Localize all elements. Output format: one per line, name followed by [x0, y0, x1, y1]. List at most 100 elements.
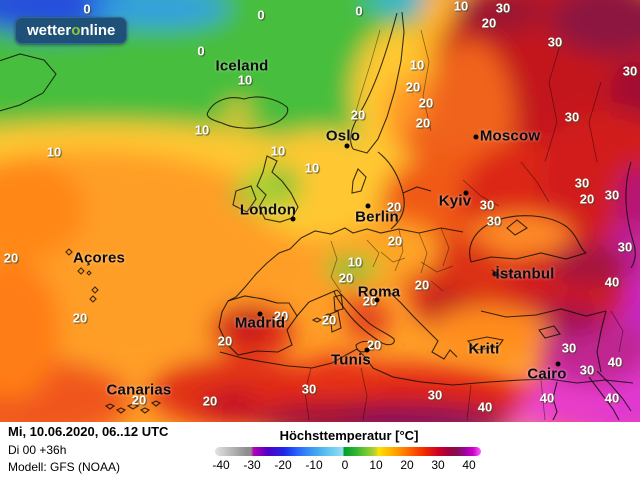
temp-value-label: 30 — [301, 381, 317, 397]
city-dot — [344, 143, 350, 149]
temp-value-label: 30 — [547, 34, 563, 50]
map-labels-layer: 0 0 0 10 30 20 30 0 10 30 10 20 20 30 20 20 10 10 10 10 30 20… — [3, 0, 638, 415]
city-label: Kyiv — [438, 192, 472, 210]
temp-value-label: 10 — [46, 144, 62, 160]
temp-value-label: 20 — [405, 79, 421, 95]
city-dot — [290, 216, 296, 222]
temp-value-label: 30 — [622, 63, 638, 79]
footer-bar: Mi, 10.06.2020, 06..12 UTC Di 00 +36h Mo… — [0, 422, 640, 478]
city-dot — [492, 271, 498, 277]
temperature-legend: Höchsttemperatur [°C] -40 -30 -20 -10 0 10 20 3… — [212, 422, 483, 478]
temp-value-label: 40 — [607, 354, 623, 370]
wetteronline-logo[interactable]: wetter o nline — [15, 17, 128, 44]
city-label: Roma — [357, 283, 401, 301]
temp-value-label: 20 — [217, 333, 233, 349]
legend-tick: 20 — [400, 458, 414, 472]
forecast-meta: Mi, 10.06.2020, 06..12 UTC Di 00 +36h Mo… — [8, 425, 168, 473]
logo-text-part2: nline — [80, 22, 116, 39]
temp-value-label: 30 — [564, 109, 580, 125]
legend-tick: -20 — [274, 458, 292, 472]
city-label: Kriti — [468, 340, 500, 358]
city-dot — [374, 297, 380, 303]
logo-text-part1: wetter — [27, 22, 72, 39]
temp-value-label: 10 — [237, 72, 253, 88]
city-label: Tunis — [331, 351, 371, 369]
temp-value-label: 30 — [561, 340, 577, 356]
city-dot — [257, 311, 263, 317]
temp-value-label: 20 — [366, 337, 382, 353]
temp-value-label: 20 — [3, 250, 19, 266]
legend-tick: 40 — [462, 458, 476, 472]
temp-value-label: 40 — [604, 274, 620, 290]
city-dot — [473, 134, 479, 140]
temp-value-label: 20 — [386, 199, 402, 215]
temp-value-label: 0 — [197, 43, 205, 59]
valid-time-label: Mi, 10.06.2020, 06..12 UTC — [8, 424, 169, 439]
logo-text-accent: o — [71, 22, 81, 39]
temp-value-label: 20 — [579, 191, 595, 207]
temp-value-label: 10 — [194, 122, 210, 138]
temp-value-label: 20 — [414, 277, 430, 293]
temp-value-label: 30 — [486, 213, 502, 229]
legend-tick: 30 — [431, 458, 445, 472]
legend-tick-labels: -40 -30 -20 -10 0 10 20 30 40 — [212, 458, 483, 472]
temp-value-label: 20 — [362, 293, 378, 309]
city-dot — [555, 361, 561, 367]
legend-tick: 10 — [369, 458, 383, 472]
temp-value-label: 10 — [409, 57, 425, 73]
map-svg — [0, 0, 640, 422]
temp-value-label: 30 — [574, 175, 590, 191]
temp-value-label: 30 — [604, 187, 620, 203]
temp-value-label: 20 — [418, 95, 434, 111]
city-label: Moscow — [479, 127, 541, 145]
city-label: Canarias — [106, 381, 172, 399]
temp-value-label: 20 — [321, 312, 337, 328]
legend-tick: -30 — [243, 458, 261, 472]
temp-value-label: 30 — [579, 362, 595, 378]
legend-tick: -10 — [305, 458, 323, 472]
model-label: Modell: GFS (NOAA) — [8, 460, 121, 474]
temp-value-label: 40 — [477, 399, 493, 415]
temp-value-label: 10 — [347, 254, 363, 270]
temp-value-label: 30 — [479, 197, 495, 213]
legend-tick: 0 — [341, 458, 349, 472]
temp-value-label: 40 — [539, 390, 555, 406]
temperature-field — [0, 0, 640, 422]
temp-value-label: 10 — [270, 143, 286, 159]
temp-value-label: 20 — [481, 15, 497, 31]
temp-value-label: 20 — [202, 393, 218, 409]
temp-value-label: 0 — [257, 7, 265, 23]
coastlines — [0, 11, 636, 421]
city-label: Berlin — [355, 208, 399, 226]
city-label: İstanbul — [495, 265, 555, 283]
city-label: Açores — [72, 249, 126, 267]
legend-tick: -40 — [212, 458, 230, 472]
temp-value-label: 0 — [355, 3, 363, 19]
run-time-label: Di 00 +36h — [8, 443, 67, 457]
temp-value-label: 20 — [72, 310, 88, 326]
temp-value-label: 20 — [131, 392, 147, 408]
legend-color-bar — [215, 447, 481, 456]
temp-value-label: 20 — [387, 233, 403, 249]
temp-value-label: 0 — [83, 1, 91, 17]
temp-value-label: 20 — [338, 270, 354, 286]
temperature-map: 0 0 0 10 30 20 30 0 10 30 10 20 20 30 20 20 10 10 10 10 30 20… — [0, 0, 640, 422]
temp-value-label: 30 — [617, 239, 633, 255]
city-label: Cairo — [527, 365, 567, 383]
temp-value-label: 20 — [273, 308, 289, 324]
city-label: Oslo — [325, 127, 361, 145]
city-dot — [463, 190, 469, 196]
temp-value-label: 40 — [604, 390, 620, 406]
temp-value-label: 30 — [495, 0, 511, 16]
temp-value-label: 20 — [415, 115, 431, 131]
city-label: Iceland — [215, 57, 269, 75]
temp-value-label: 20 — [350, 107, 366, 123]
country-borders — [258, 29, 624, 421]
city-dot — [365, 203, 371, 209]
temp-value-label: 10 — [304, 160, 320, 176]
temp-value-label: 30 — [427, 387, 443, 403]
city-label: Madrid — [234, 314, 286, 332]
city-dot — [364, 347, 370, 353]
city-label: London — [239, 201, 297, 219]
